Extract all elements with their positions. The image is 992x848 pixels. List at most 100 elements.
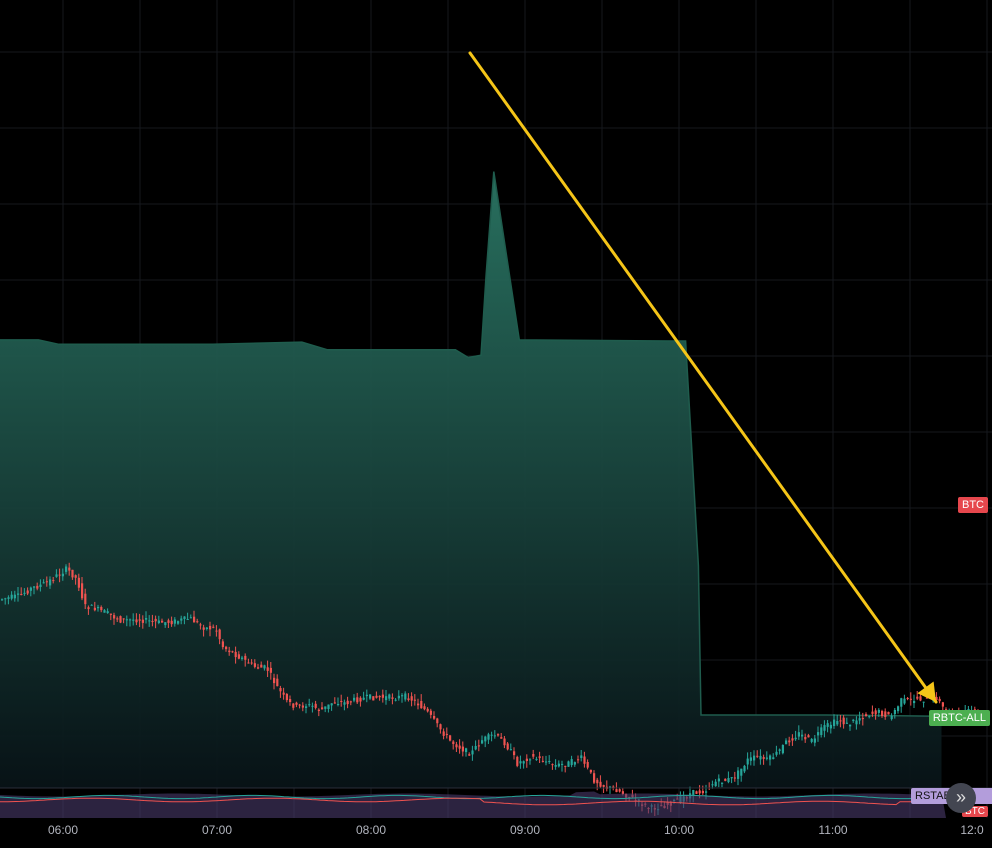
btc-candle bbox=[449, 735, 452, 741]
btc-candle bbox=[532, 754, 535, 757]
btc-candle bbox=[388, 694, 391, 699]
time-axis-tick-label: 12:0 bbox=[960, 823, 984, 837]
btc-candle bbox=[874, 710, 877, 715]
btc-candle bbox=[913, 701, 916, 704]
btc-candle bbox=[769, 755, 772, 760]
btc-candle bbox=[903, 698, 906, 704]
btc-candle bbox=[855, 720, 858, 725]
rstab-all-area bbox=[0, 791, 946, 818]
scroll-to-realtime-button[interactable]: » bbox=[946, 783, 976, 813]
btc-candle bbox=[429, 710, 432, 715]
rstab-subpane bbox=[0, 787, 992, 818]
btc-candle bbox=[394, 699, 397, 701]
btc-candle bbox=[132, 619, 135, 621]
btc-candle bbox=[580, 755, 583, 758]
btc-candle bbox=[346, 700, 349, 705]
btc-candle bbox=[29, 587, 32, 591]
btc-candle bbox=[103, 610, 106, 613]
btc-candle bbox=[241, 657, 244, 659]
btc-candle bbox=[922, 701, 925, 703]
btc-candle bbox=[23, 592, 26, 594]
btc-candle bbox=[602, 785, 605, 787]
btc-candle bbox=[173, 619, 176, 624]
btc-candle bbox=[765, 757, 768, 759]
btc-candle bbox=[433, 716, 436, 719]
btc-candle bbox=[161, 620, 164, 623]
btc-candle bbox=[535, 758, 538, 760]
btc-candle bbox=[410, 696, 413, 701]
btc-candle bbox=[13, 594, 16, 599]
btc-candle bbox=[567, 761, 570, 767]
btc-candle bbox=[109, 613, 112, 615]
btc-candle bbox=[93, 607, 96, 611]
btc-candle bbox=[33, 586, 36, 588]
btc-candle bbox=[746, 758, 749, 765]
btc-candle bbox=[557, 763, 560, 767]
btc-candle bbox=[586, 762, 589, 768]
btc-candle bbox=[97, 606, 100, 609]
btc-candle bbox=[458, 745, 461, 749]
rbtc-all-line bbox=[0, 171, 942, 717]
btc-candle bbox=[839, 720, 842, 722]
btc-candle bbox=[135, 619, 138, 623]
time-axis: 06:00 07:00 08:00 09:00 10:00 11:00 12:0 bbox=[0, 818, 992, 843]
btc-candle bbox=[244, 655, 247, 660]
btc-candle bbox=[228, 650, 231, 653]
btc-candle bbox=[615, 789, 618, 793]
btc-candle bbox=[794, 737, 797, 740]
btc-candle bbox=[7, 597, 10, 599]
btc-candle bbox=[871, 711, 874, 714]
btc-candle bbox=[692, 790, 695, 796]
btc-candle bbox=[477, 745, 480, 747]
btc-candle bbox=[721, 782, 724, 784]
btc-candle bbox=[849, 724, 852, 727]
btc-candle bbox=[500, 737, 503, 739]
btc-candle bbox=[55, 574, 58, 577]
btc-candle bbox=[209, 625, 212, 630]
btc-candle bbox=[81, 583, 84, 599]
btc-candle bbox=[890, 715, 893, 720]
btc-candle bbox=[413, 699, 416, 701]
btc-candle bbox=[717, 778, 720, 782]
btc-candle bbox=[183, 616, 186, 619]
btc-candle bbox=[698, 790, 701, 794]
trend-arrow-line bbox=[468, 51, 938, 704]
btc-candle bbox=[813, 738, 816, 743]
btc-candle bbox=[973, 709, 976, 711]
rbtc-all-price-label: RBTC-ALL bbox=[928, 710, 990, 726]
btc-candle bbox=[385, 696, 388, 701]
btc-candle bbox=[881, 711, 884, 716]
btc-candle bbox=[737, 770, 740, 779]
btc-candle bbox=[564, 765, 567, 767]
btc-candle bbox=[826, 723, 829, 727]
btc-candle bbox=[817, 732, 820, 736]
btc-candle bbox=[186, 619, 189, 620]
btc-candle bbox=[260, 664, 263, 668]
btc-candle bbox=[497, 734, 500, 736]
btc-candle bbox=[887, 711, 890, 715]
btc-candle bbox=[548, 761, 551, 762]
btc-candle bbox=[778, 749, 781, 751]
btc-candle bbox=[743, 765, 746, 772]
btc-candle bbox=[138, 619, 141, 621]
btc-candle bbox=[945, 709, 948, 711]
rbtc-area-layer bbox=[0, 171, 942, 789]
btc-candle bbox=[506, 743, 509, 750]
trend-arrow-layer[interactable] bbox=[468, 51, 938, 704]
btc-candle bbox=[695, 791, 698, 794]
btc-candle bbox=[775, 751, 778, 755]
btc-candle bbox=[919, 696, 922, 701]
btc-candle bbox=[426, 708, 429, 712]
btc-candle bbox=[852, 719, 855, 721]
btc-candle bbox=[545, 761, 548, 763]
btc-candle bbox=[490, 734, 493, 736]
btc-candle bbox=[317, 709, 320, 711]
btc-candle bbox=[401, 695, 404, 697]
btc-candle bbox=[282, 692, 285, 695]
btc-candle bbox=[369, 694, 372, 699]
btc-candle bbox=[362, 697, 365, 700]
btc-candle bbox=[68, 567, 71, 571]
btc-candle bbox=[292, 703, 295, 708]
